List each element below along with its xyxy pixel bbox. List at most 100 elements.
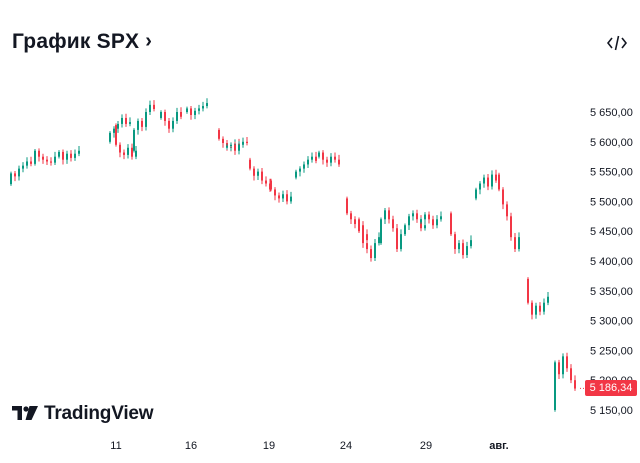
tradingview-logo-icon — [12, 406, 38, 420]
candle-body — [278, 195, 280, 199]
candle-body — [66, 153, 68, 160]
candle-body — [190, 108, 192, 115]
candle-body — [514, 237, 516, 250]
candle-body — [290, 196, 292, 202]
candle-body — [558, 362, 560, 375]
candle-body — [424, 214, 426, 220]
candle-body — [408, 216, 410, 226]
candle-body — [42, 156, 44, 160]
chevron-right-icon: › — [145, 29, 153, 52]
candle-body — [458, 243, 460, 250]
candle-body — [380, 219, 382, 244]
candle-body — [491, 174, 493, 187]
candle-body — [358, 219, 360, 232]
candle-body — [198, 108, 200, 111]
candle-body — [424, 225, 426, 229]
candle-body — [34, 150, 36, 164]
candle-body — [295, 171, 297, 178]
candle-body — [416, 213, 418, 220]
candle-body — [253, 168, 255, 176]
candle-body — [539, 305, 541, 312]
candle-body — [318, 152, 320, 157]
candle-body — [206, 103, 208, 107]
candle-body — [286, 194, 288, 202]
candle-body — [129, 122, 131, 124]
candle-body — [113, 128, 115, 133]
candle-body — [311, 156, 313, 160]
candle-body — [396, 228, 398, 250]
candle-body — [378, 237, 380, 244]
candle-body — [26, 161, 28, 166]
candle-body — [366, 234, 368, 241]
candle-body — [180, 112, 182, 117]
candle-body — [222, 138, 224, 143]
y-tick-label: 5 550,00 — [590, 167, 633, 179]
candle-body — [299, 168, 301, 172]
candle-body — [450, 213, 452, 235]
y-tick-label: 5 450,00 — [590, 226, 633, 238]
candle-body — [127, 147, 129, 155]
candle-body — [172, 120, 174, 129]
candle-body — [404, 225, 406, 235]
candle-body — [234, 144, 236, 151]
candle-body — [400, 234, 402, 250]
candle-body — [133, 129, 135, 151]
candle-body — [218, 129, 220, 139]
x-tick-label: 19 — [263, 440, 275, 452]
embed-code-button[interactable] — [604, 30, 630, 56]
code-embed-icon — [607, 35, 627, 51]
candle-body — [462, 243, 464, 256]
candle-body — [388, 210, 390, 220]
candle-body — [495, 174, 497, 181]
candle-body — [121, 117, 123, 124]
candle-body — [22, 165, 24, 169]
candle-body — [242, 141, 244, 145]
y-tick-label: 5 600,00 — [590, 137, 633, 149]
candle-body — [466, 246, 468, 256]
candle-body — [543, 302, 545, 312]
candle-body — [338, 159, 340, 165]
candle-body — [554, 362, 556, 410]
candle-body — [78, 150, 80, 154]
candles-layer — [10, 98, 585, 412]
candle-body — [141, 120, 143, 127]
candle-body — [562, 356, 564, 375]
candle-body — [384, 210, 386, 220]
candle-body — [479, 183, 481, 190]
candle-body — [354, 219, 356, 225]
candle-body — [62, 151, 64, 160]
candle-body — [282, 194, 284, 199]
candle-body — [566, 356, 568, 369]
candle-body — [527, 278, 529, 303]
y-tick-label: 5 650,00 — [590, 107, 633, 119]
candle-body — [475, 189, 477, 199]
candle-body — [125, 117, 127, 124]
candle-body — [14, 173, 16, 177]
candle-body — [274, 189, 276, 196]
candle-body — [334, 156, 336, 160]
tradingview-logo[interactable]: TradingView — [12, 402, 154, 426]
y-tick-label: 5 300,00 — [590, 316, 633, 328]
last-price-badge: 5 186,34 — [585, 380, 637, 397]
chart-title-link[interactable]: График SPX › — [12, 30, 152, 54]
y-tick-label: 5 350,00 — [590, 286, 633, 298]
candle-body — [454, 234, 456, 250]
candle-body — [160, 112, 162, 118]
candle-body — [261, 171, 263, 181]
candle-body — [350, 213, 352, 220]
candle-body — [153, 104, 155, 110]
candle-body — [483, 177, 485, 184]
candle-body — [428, 214, 430, 220]
candle-body — [176, 112, 178, 121]
candle-body — [322, 152, 324, 160]
candle-body — [54, 156, 56, 163]
x-tick-label: 29 — [420, 440, 432, 452]
candle-body — [432, 219, 434, 226]
candle-body — [502, 189, 504, 205]
candle-body — [168, 120, 170, 129]
candle-body — [420, 219, 422, 223]
candle-body — [58, 151, 60, 157]
candle-body — [518, 237, 520, 250]
